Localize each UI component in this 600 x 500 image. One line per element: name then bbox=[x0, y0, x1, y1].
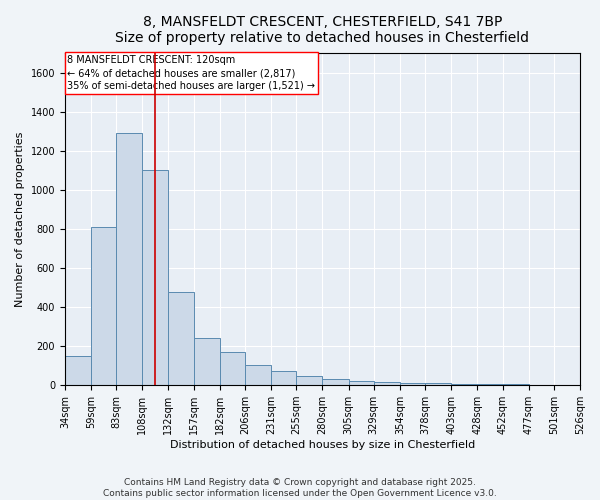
Bar bbox=[503, 384, 529, 385]
Title: 8, MANSFELDT CRESCENT, CHESTERFIELD, S41 7BP
Size of property relative to detach: 8, MANSFELDT CRESCENT, CHESTERFIELD, S41… bbox=[115, 15, 529, 45]
Y-axis label: Number of detached properties: Number of detached properties bbox=[15, 132, 25, 307]
Bar bbox=[322, 380, 349, 385]
Bar bbox=[245, 364, 271, 385]
Text: 8 MANSFELDT CRESCENT: 120sqm
← 64% of detached houses are smaller (2,817)
35% of: 8 MANSFELDT CRESCENT: 120sqm ← 64% of de… bbox=[67, 55, 316, 92]
Bar bbox=[142, 170, 167, 385]
Bar bbox=[425, 384, 451, 385]
Bar bbox=[116, 134, 142, 385]
Bar bbox=[478, 384, 503, 385]
Bar bbox=[451, 384, 478, 385]
Bar bbox=[349, 382, 374, 385]
Bar bbox=[91, 227, 116, 385]
Bar bbox=[220, 352, 245, 385]
Bar bbox=[374, 382, 400, 385]
Bar bbox=[194, 338, 220, 385]
Bar bbox=[65, 356, 91, 385]
Text: Contains HM Land Registry data © Crown copyright and database right 2025.
Contai: Contains HM Land Registry data © Crown c… bbox=[103, 478, 497, 498]
Bar bbox=[529, 384, 554, 385]
Bar bbox=[167, 292, 194, 385]
Bar bbox=[296, 376, 322, 385]
Bar bbox=[554, 384, 580, 385]
X-axis label: Distribution of detached houses by size in Chesterfield: Distribution of detached houses by size … bbox=[170, 440, 475, 450]
Bar bbox=[271, 370, 296, 385]
Bar bbox=[400, 384, 425, 385]
